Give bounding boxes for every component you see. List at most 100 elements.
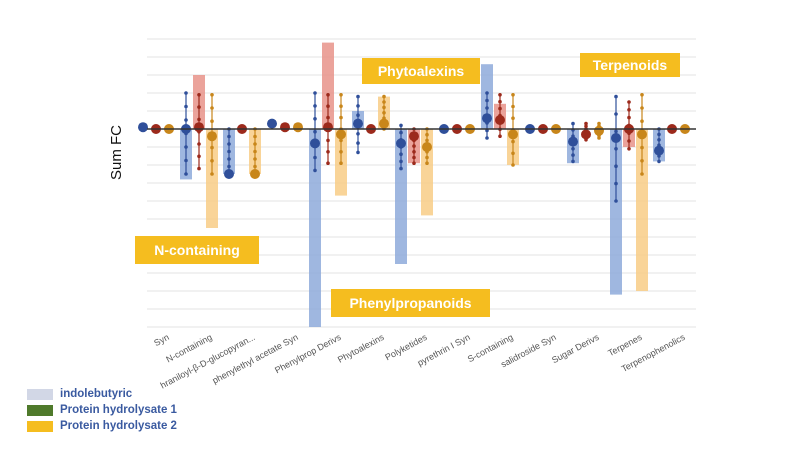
mean-point <box>396 138 406 149</box>
mean-point <box>293 122 303 133</box>
replicate-point <box>326 138 330 143</box>
replicate-point <box>584 121 588 126</box>
replicate-point <box>197 154 201 159</box>
mean-point <box>581 129 591 140</box>
mean-point <box>224 169 234 179</box>
mean-point <box>194 122 204 133</box>
replicate-point <box>657 159 661 164</box>
replicate-point <box>511 151 515 156</box>
mean-point <box>495 115 505 125</box>
replicate-point <box>614 147 618 151</box>
replicate-point <box>627 100 631 104</box>
callout-n-containing: N-containing <box>135 236 259 264</box>
bar-protein-hydrolysate-2 <box>206 129 218 228</box>
replicate-point <box>399 130 403 135</box>
replicate-point <box>640 119 644 123</box>
mean-point <box>409 131 419 142</box>
mean-point <box>207 131 217 142</box>
replicate-point <box>184 91 188 95</box>
replicate-point <box>356 141 360 145</box>
replicate-point <box>210 93 214 97</box>
replicate-point <box>356 104 360 108</box>
replicate-point <box>210 106 214 110</box>
replicate-point <box>326 115 330 120</box>
y-axis-label: Sum FC <box>108 124 125 180</box>
replicate-point <box>498 134 502 138</box>
mean-point <box>138 122 148 133</box>
replicate-point <box>640 93 644 97</box>
replicate-point <box>614 199 618 203</box>
replicate-point <box>640 172 644 176</box>
replicate-point <box>356 94 360 99</box>
legend-item: Protein hydrolysate 1 <box>27 402 177 418</box>
replicate-point <box>425 161 429 165</box>
replicate-point <box>485 91 489 95</box>
replicate-point <box>253 157 257 161</box>
replicate-point <box>197 93 201 97</box>
replicate-point <box>511 139 515 144</box>
replicate-point <box>640 106 644 110</box>
replicate-point <box>627 139 631 143</box>
replicate-point <box>313 168 317 173</box>
replicate-point <box>339 115 343 120</box>
mean-point <box>654 145 664 156</box>
replicate-point <box>313 117 317 121</box>
replicate-point <box>197 117 201 122</box>
replicate-point <box>597 121 601 126</box>
replicate-point <box>640 159 644 163</box>
replicate-point <box>184 145 188 149</box>
replicate-point <box>584 124 588 129</box>
mean-point <box>310 138 320 149</box>
replicate-point <box>511 93 515 97</box>
legend-swatch <box>27 404 53 416</box>
replicate-point <box>425 155 429 160</box>
replicate-point <box>614 129 618 134</box>
replicate-point <box>197 105 201 109</box>
replicate-point <box>614 94 618 99</box>
replicate-point <box>425 132 429 137</box>
replicate-point <box>184 172 188 176</box>
replicate-point <box>571 147 575 151</box>
replicate-point <box>339 93 343 97</box>
replicate-point <box>253 149 257 154</box>
replicate-point <box>614 164 618 168</box>
mean-point <box>323 122 333 133</box>
replicate-point <box>399 166 403 171</box>
replicate-point <box>197 142 201 146</box>
replicate-point <box>253 142 257 146</box>
replicate-point <box>571 121 575 126</box>
replicate-point <box>627 115 631 120</box>
mean-point <box>379 118 389 129</box>
replicate-point <box>210 172 214 176</box>
replicate-point <box>339 138 343 143</box>
replicate-point <box>210 119 214 123</box>
replicate-point <box>382 94 386 99</box>
replicate-point <box>253 164 257 169</box>
replicate-point <box>356 132 360 136</box>
mean-point <box>637 129 647 140</box>
bar-indolebutyric <box>395 129 407 264</box>
replicate-point <box>412 161 416 165</box>
mean-point <box>353 118 363 129</box>
bar-indolebutyric <box>309 129 321 327</box>
replicate-point <box>485 136 489 140</box>
replicate-point <box>227 149 231 154</box>
legend-swatch <box>27 388 53 400</box>
legend-label: indolebutyric <box>60 388 133 400</box>
replicate-point <box>399 152 403 156</box>
replicate-point <box>571 153 575 157</box>
legend-item: indolebutyric <box>27 386 177 402</box>
replicate-point <box>627 147 631 151</box>
replicate-point <box>339 161 343 165</box>
bar-protein-hydrolysate-2 <box>636 129 648 291</box>
callout-terpenoids: Terpenoids <box>580 53 680 77</box>
legend: indolebutyric Protein hydrolysate 1 Prot… <box>27 386 177 434</box>
replicate-point <box>326 161 330 165</box>
replicate-point <box>412 155 416 160</box>
replicate-point <box>356 113 360 117</box>
legend-label: Protein hydrolysate 2 <box>60 420 177 432</box>
replicate-point <box>227 134 231 139</box>
replicate-point <box>326 104 330 108</box>
replicate-point <box>382 111 386 115</box>
replicate-point <box>313 91 317 95</box>
